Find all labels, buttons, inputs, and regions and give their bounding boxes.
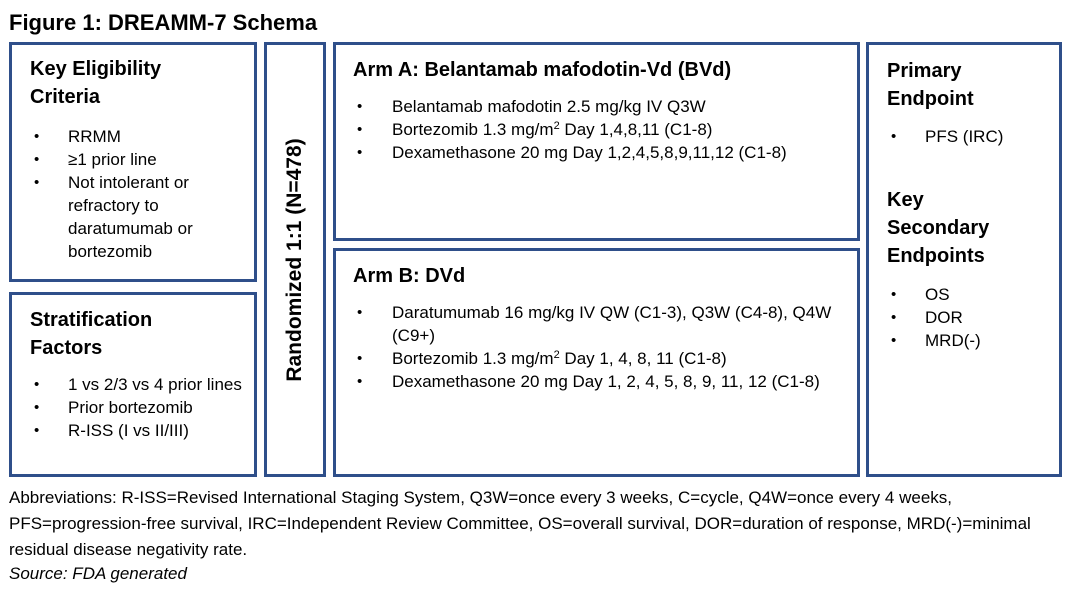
primary-endpoint-list: PFS (IRC) xyxy=(887,125,1057,148)
eligibility-item: RRMM xyxy=(30,125,250,148)
arm-b-heading: Arm B: DVd xyxy=(353,265,466,287)
arm-a-bortezomib-schedule: Day 1,4,8,11 (C1-8) xyxy=(559,120,713,139)
arm-a-heading: Arm A: Belantamab mafodotin-Vd (BVd) xyxy=(353,59,732,81)
arm-a-list: Belantamab mafodotin 2.5 mg/kg IV Q3W Bo… xyxy=(353,95,853,164)
arm-a-item-dexamethasone: Dexamethasone 20 mg Day 1,2,4,5,8,9,11,1… xyxy=(353,141,853,164)
primary-endpoint-item: PFS (IRC) xyxy=(887,125,1057,148)
arm-b-item-bortezomib: Bortezomib 1.3 mg/m2 Day 1, 4, 8, 11 (C1… xyxy=(353,347,853,370)
stratification-heading-line2: Factors xyxy=(30,337,103,359)
eligibility-item: ≥1 prior line xyxy=(30,148,250,171)
arm-b-bortezomib-text: Bortezomib 1.3 mg/m xyxy=(392,349,554,368)
arm-a-superscript: 2 xyxy=(553,120,560,132)
arm-b-superscript: 2 xyxy=(553,349,560,361)
randomization-label: Randomized 1:1 (N=478) xyxy=(283,137,306,382)
secondary-endpoint-item: DOR xyxy=(887,306,1057,329)
stratification-list: 1 vs 2/3 vs 4 prior lines Prior bortezom… xyxy=(30,373,255,442)
secondary-endpoint-item: OS xyxy=(887,283,1057,306)
randomization-box: Randomized 1:1 (N=478) xyxy=(264,42,326,477)
source-note: Source: FDA generated xyxy=(9,564,187,583)
secondary-endpoint-heading: Key Secondary Endpoints xyxy=(887,186,989,270)
eligibility-box: Key Eligibility Criteria RRMM ≥1 prior l… xyxy=(9,42,257,282)
secondary-heading-line1: Key xyxy=(887,189,924,211)
secondary-endpoint-item: MRD(-) xyxy=(887,329,1057,352)
primary-endpoint-heading: Primary Endpoint xyxy=(887,57,974,113)
arm-a-bortezomib-text: Bortezomib 1.3 mg/m xyxy=(392,120,554,139)
stratification-item: R-ISS (I vs II/III) xyxy=(30,419,255,442)
stratification-heading-line1: Stratification xyxy=(30,309,153,331)
endpoints-box: Primary Endpoint PFS (IRC) Key Secondary… xyxy=(866,42,1062,477)
eligibility-list: RRMM ≥1 prior line Not intolerant or ref… xyxy=(30,125,250,263)
arm-b-item-dexamethasone: Dexamethasone 20 mg Day 1, 2, 4, 5, 8, 9… xyxy=(353,370,853,393)
eligibility-heading: Key Eligibility Criteria xyxy=(30,55,161,111)
eligibility-item: Not intolerant or refractory to daratumu… xyxy=(30,171,250,263)
eligibility-heading-line2: Criteria xyxy=(30,86,101,108)
arm-b-box: Arm B: DVd Daratumumab 16 mg/kg IV QW (C… xyxy=(333,248,860,477)
eligibility-heading-line1: Key Eligibility xyxy=(30,58,162,80)
abbreviations-footnote: Abbreviations: R-ISS=Revised Internation… xyxy=(9,488,1031,559)
stratification-box: Stratification Factors 1 vs 2/3 vs 4 pri… xyxy=(9,292,257,477)
primary-heading-line1: Primary xyxy=(887,60,962,82)
stratification-item: 1 vs 2/3 vs 4 prior lines xyxy=(30,373,255,396)
stratification-item: Prior bortezomib xyxy=(30,396,255,419)
arm-a-box: Arm A: Belantamab mafodotin-Vd (BVd) Bel… xyxy=(333,42,860,241)
secondary-endpoint-list: OS DOR MRD(-) xyxy=(887,283,1057,352)
arm-a-item-bortezomib: Bortezomib 1.3 mg/m2 Day 1,4,8,11 (C1-8) xyxy=(353,118,853,141)
arm-b-list: Daratumumab 16 mg/kg IV QW (C1-3), Q3W (… xyxy=(353,301,853,393)
secondary-heading-line2: Secondary xyxy=(887,217,990,239)
primary-heading-line2: Endpoint xyxy=(887,88,974,110)
arm-b-item-daratumumab: Daratumumab 16 mg/kg IV QW (C1-3), Q3W (… xyxy=(353,301,853,347)
arm-b-bortezomib-schedule: Day 1, 4, 8, 11 (C1-8) xyxy=(559,349,727,368)
arm-a-item-belantamab: Belantamab mafodotin 2.5 mg/kg IV Q3W xyxy=(353,95,853,118)
stratification-heading: Stratification Factors xyxy=(30,306,152,362)
secondary-heading-line3: Endpoints xyxy=(887,245,985,267)
figure-title: Figure 1: DREAMM-7 Schema xyxy=(9,10,318,35)
